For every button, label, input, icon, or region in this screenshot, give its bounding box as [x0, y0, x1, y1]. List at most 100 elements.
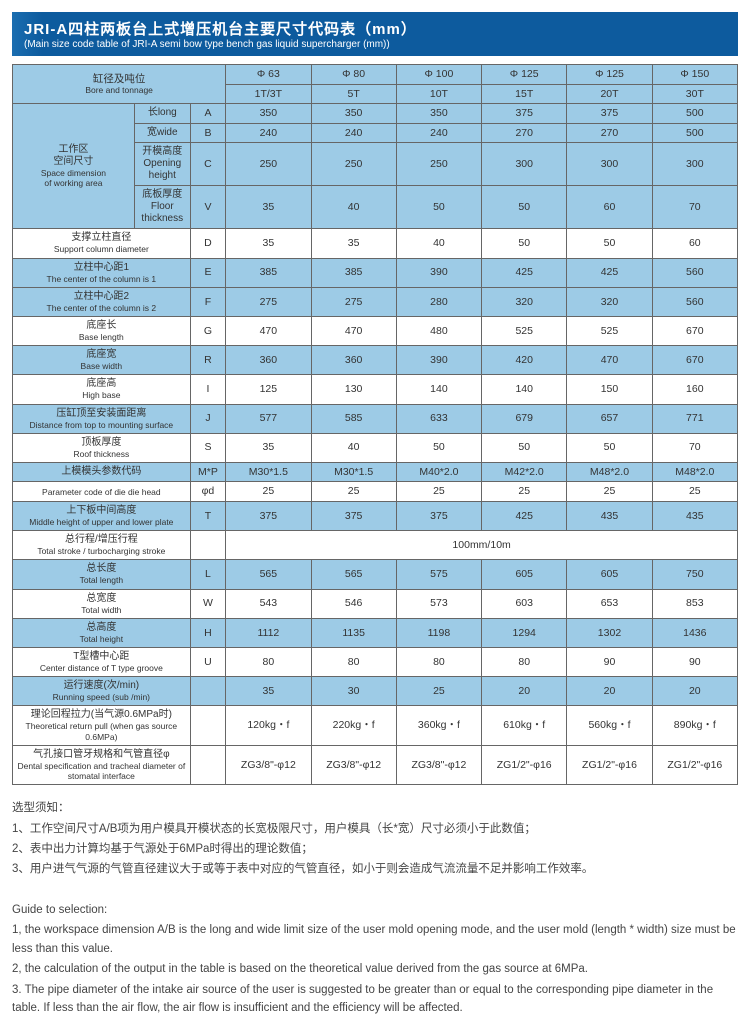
value-cell: 120kg・f: [226, 706, 311, 745]
value-cell: ZG1/2"-φ16: [567, 745, 652, 784]
notes-en-2: 3. The pipe diameter of the intake air s…: [12, 981, 738, 1018]
row-label: 运行速度(次/min)Running speed (sub /min): [13, 677, 191, 706]
notes-cn-title: 选型须知：: [12, 799, 738, 817]
row-label: 上模模头参数代码: [13, 462, 191, 482]
title-bar: JRI-A四柱两板台上式增压机台主要尺寸代码表（mm） (Main size c…: [12, 12, 738, 56]
value-cell: 375: [311, 502, 396, 531]
value-cell: 375: [482, 104, 567, 124]
value-cell: 375: [567, 104, 652, 124]
span-cell: 100mm/10m: [226, 531, 738, 560]
notes-en-0: 1, the workspace dimension A/B is the lo…: [12, 921, 738, 958]
value-cell: 320: [482, 287, 567, 316]
value-cell: 320: [567, 287, 652, 316]
header-ton-5: 30T: [652, 84, 737, 104]
row-label: 底座长Base length: [13, 316, 191, 345]
header-ton-1: 5T: [311, 84, 396, 104]
table-row: 顶板厚度Roof thicknessS354050505070: [13, 433, 738, 462]
value-cell: 50: [482, 186, 567, 229]
value-cell: M48*2.0: [652, 462, 737, 482]
value-cell: 390: [396, 346, 481, 375]
code-cell: C: [190, 143, 226, 186]
value-cell: 70: [652, 433, 737, 462]
value-cell: 220kg・f: [311, 706, 396, 745]
value-cell: 603: [482, 589, 567, 618]
value-cell: 420: [482, 346, 567, 375]
value-cell: 1436: [652, 618, 737, 647]
value-cell: 425: [567, 258, 652, 287]
value-cell: 657: [567, 404, 652, 433]
value-cell: 270: [567, 123, 652, 143]
notes-cn-2: 3、用户进气气源的气管直径建议大于或等于表中对应的气管直径，如小于则会造成气流流…: [12, 860, 738, 878]
code-cell: D: [190, 229, 226, 258]
row-label: 总行程/增压行程Total stroke / turbocharging str…: [13, 531, 191, 560]
value-cell: 435: [652, 502, 737, 531]
header-dia-0: Φ 63: [226, 65, 311, 85]
row-label: 上下板中间高度Middle height of upper and lower …: [13, 502, 191, 531]
code-cell: A: [190, 104, 226, 124]
notes-en-1: 2, the calculation of the output in the …: [12, 960, 738, 978]
value-cell: 40: [396, 229, 481, 258]
header-ton-4: 20T: [567, 84, 652, 104]
value-cell: 240: [396, 123, 481, 143]
header-dia-1: Φ 80: [311, 65, 396, 85]
value-cell: 853: [652, 589, 737, 618]
value-cell: 25: [567, 482, 652, 502]
value-cell: 670: [652, 346, 737, 375]
table-body: 工作区空间尺寸Space dimensionof working area长lo…: [13, 104, 738, 785]
value-cell: 30: [311, 677, 396, 706]
value-cell: 70: [652, 186, 737, 229]
value-cell: 890kg・f: [652, 706, 737, 745]
value-cell: 150: [567, 375, 652, 404]
value-cell: 80: [482, 648, 567, 677]
value-cell: 50: [396, 433, 481, 462]
value-cell: 679: [482, 404, 567, 433]
value-cell: 80: [396, 648, 481, 677]
value-cell: 525: [567, 316, 652, 345]
table-row: 立柱中心距1The center of the column is 1E3853…: [13, 258, 738, 287]
value-cell: 653: [567, 589, 652, 618]
table-row: 支撑立柱直径Support column diameterD3535405050…: [13, 229, 738, 258]
table-row: 底座宽Base widthR360360390420470670: [13, 346, 738, 375]
code-cell: H: [190, 618, 226, 647]
code-cell: φd: [190, 482, 226, 502]
row-label: 宽wide: [134, 123, 190, 143]
value-cell: 60: [652, 229, 737, 258]
code-cell: E: [190, 258, 226, 287]
code-cell: T: [190, 502, 226, 531]
value-cell: 25: [482, 482, 567, 502]
value-cell: ZG3/8"-φ12: [311, 745, 396, 784]
value-cell: 140: [482, 375, 567, 404]
code-cell: J: [190, 404, 226, 433]
row-label: 长long: [134, 104, 190, 124]
table-row: Parameter code of die die headφd25252525…: [13, 482, 738, 502]
value-cell: 20: [482, 677, 567, 706]
value-cell: 35: [226, 433, 311, 462]
value-cell: 390: [396, 258, 481, 287]
value-cell: 25: [396, 677, 481, 706]
value-cell: 240: [311, 123, 396, 143]
value-cell: 470: [311, 316, 396, 345]
row-label: 压缸顶至安装面距离Distance from top to mounting s…: [13, 404, 191, 433]
table-row: 总高度Total heightH111211351198129413021436: [13, 618, 738, 647]
row-label: 顶板厚度Roof thickness: [13, 433, 191, 462]
value-cell: 140: [396, 375, 481, 404]
value-cell: 771: [652, 404, 737, 433]
value-cell: 425: [482, 258, 567, 287]
row-label: 底座宽Base width: [13, 346, 191, 375]
value-cell: 50: [567, 229, 652, 258]
value-cell: 1198: [396, 618, 481, 647]
header-dia-4: Φ 125: [567, 65, 652, 85]
header-ton-3: 15T: [482, 84, 567, 104]
value-cell: 375: [226, 502, 311, 531]
value-cell: 546: [311, 589, 396, 618]
value-cell: 560: [652, 287, 737, 316]
value-cell: M40*2.0: [396, 462, 481, 482]
row-label: 总高度Total height: [13, 618, 191, 647]
code-cell: F: [190, 287, 226, 316]
table-row: 工作区空间尺寸Space dimensionof working area长lo…: [13, 104, 738, 124]
value-cell: 633: [396, 404, 481, 433]
code-cell: L: [190, 560, 226, 589]
value-cell: 50: [567, 433, 652, 462]
value-cell: 500: [652, 104, 737, 124]
header-dia-5: Φ 150: [652, 65, 737, 85]
